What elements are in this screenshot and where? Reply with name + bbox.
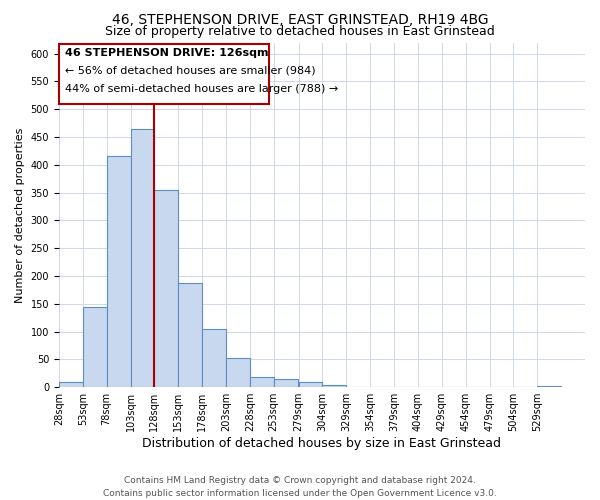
Bar <box>59 382 83 387</box>
Text: Size of property relative to detached houses in East Grinstead: Size of property relative to detached ho… <box>105 25 495 38</box>
Bar <box>131 128 154 387</box>
Bar <box>370 386 394 387</box>
Bar <box>299 382 322 387</box>
FancyBboxPatch shape <box>59 44 269 104</box>
Text: 46 STEPHENSON DRIVE: 126sqm: 46 STEPHENSON DRIVE: 126sqm <box>65 48 269 58</box>
Bar <box>226 358 250 387</box>
Bar <box>250 377 274 387</box>
Bar <box>202 329 226 387</box>
Bar <box>107 156 131 387</box>
Bar <box>346 386 370 387</box>
Bar <box>274 380 298 387</box>
Y-axis label: Number of detached properties: Number of detached properties <box>15 127 25 302</box>
Bar <box>322 385 346 387</box>
Bar <box>178 282 202 387</box>
X-axis label: Distribution of detached houses by size in East Grinstead: Distribution of detached houses by size … <box>142 437 502 450</box>
Text: 44% of semi-detached houses are larger (788) →: 44% of semi-detached houses are larger (… <box>65 84 338 94</box>
Text: 46, STEPHENSON DRIVE, EAST GRINSTEAD, RH19 4BG: 46, STEPHENSON DRIVE, EAST GRINSTEAD, RH… <box>112 12 488 26</box>
Bar <box>83 306 107 387</box>
Text: ← 56% of detached houses are smaller (984): ← 56% of detached houses are smaller (98… <box>65 66 316 76</box>
Bar <box>537 386 561 387</box>
Text: Contains HM Land Registry data © Crown copyright and database right 2024.
Contai: Contains HM Land Registry data © Crown c… <box>103 476 497 498</box>
Bar <box>154 190 178 387</box>
